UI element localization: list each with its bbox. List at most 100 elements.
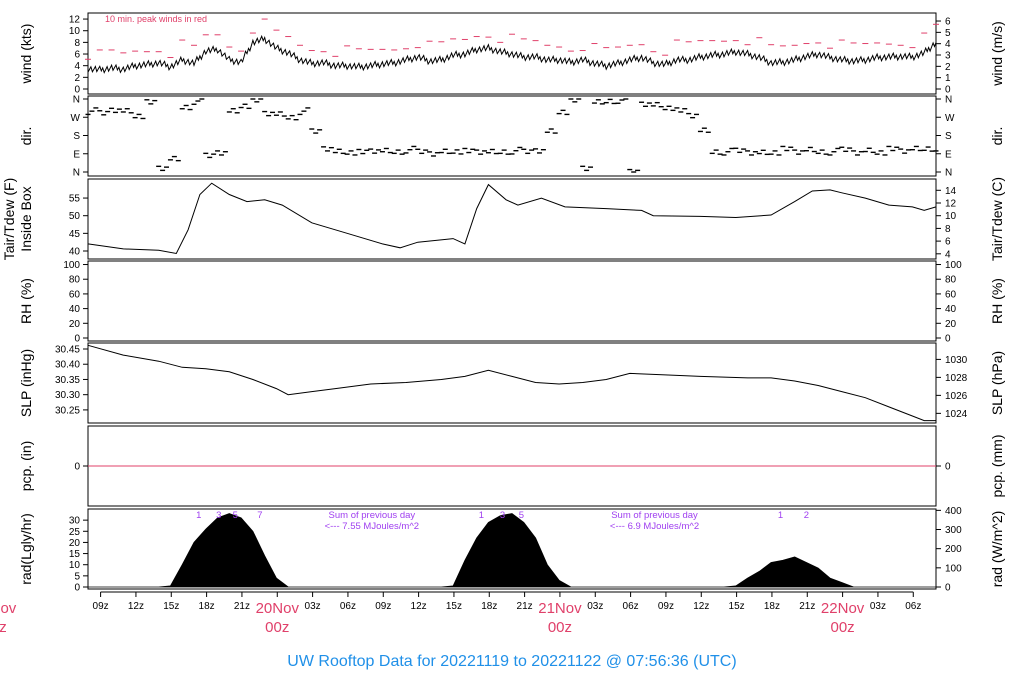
x-tick-label: 15z — [163, 601, 179, 612]
y-axis-title-left: wind (kts) — [18, 24, 34, 85]
y-axis-title-left: rad(Lgly/hr) — [18, 513, 34, 585]
panel-rh: 0 20 40 60 80 100 0 20 40 60 80 100 RH (%) RH (%) — [18, 260, 1005, 344]
radiation-hour-mark: 3 — [500, 510, 505, 521]
y-tick-label-left: 12 — [69, 15, 81, 26]
x-tick-label: 06z — [623, 601, 639, 612]
x-date-label: 21Nov — [538, 600, 582, 617]
y-tick-label-left: 40 — [69, 304, 81, 315]
y-tick-label-right: 300 — [945, 525, 962, 536]
y-tick-label-right: 10 — [945, 211, 957, 222]
x-tick-label: 03z — [870, 601, 886, 612]
x-tick-label: 15z — [729, 601, 745, 612]
radiation-sum-label: Sum of previous day — [611, 510, 698, 521]
y-tick-label-left: 60 — [69, 289, 81, 300]
y-tick-label-left: S — [73, 131, 80, 142]
radiation-area — [87, 513, 937, 588]
y-tick-label-right: S — [945, 131, 952, 142]
y-axis-title-right: rad (W/m^2) — [989, 511, 1005, 588]
y-axis-title-left: dir. — [18, 127, 34, 146]
y-axis-title-right: SLP (hPa) — [989, 351, 1005, 415]
panel-frame — [87, 342, 937, 424]
y-tick-label-right: 4 — [945, 249, 951, 260]
y-axis-title-left: pcp. (in) — [18, 441, 34, 492]
y-tick-label-left: 10 — [69, 26, 81, 37]
radiation-hour-mark: 5 — [519, 510, 524, 521]
x-tick-label: 09z — [93, 601, 109, 612]
y-tick-label-left: 50 — [69, 211, 81, 222]
y-tick-label-right: 14 — [945, 186, 957, 197]
x-date-hour-label: 00z — [0, 619, 7, 636]
x-tick-label: 15z — [446, 601, 462, 612]
panel-frame — [87, 260, 937, 342]
y-tick-label-left: 8 — [74, 38, 80, 49]
y-axis-title-left: RH (%) — [18, 278, 34, 324]
x-tick-label: 06z — [905, 601, 921, 612]
y-tick-label-right: 100 — [945, 260, 962, 271]
y-tick-label-left: 30.35 — [55, 375, 80, 386]
radiation-hour-mark: 5 — [233, 510, 238, 521]
y-tick-label-right: 100 — [945, 563, 962, 574]
y-tick-label-right: W — [945, 113, 955, 124]
y-tick-label-right: 1028 — [945, 373, 968, 384]
y-tick-label-right: 200 — [945, 544, 962, 555]
y-axis-title-right: wind (m/s) — [989, 21, 1005, 87]
y-tick-label-left: 0 — [74, 582, 80, 593]
x-date-hour-label: 00z — [831, 619, 855, 636]
y-axis-title-right: Tair/Tdew (C) — [989, 177, 1005, 261]
y-axis-title-left: Tair/Tdew (F) — [1, 178, 17, 260]
y-tick-label-left: 25 — [69, 527, 81, 538]
y-tick-label-right: 0 — [945, 462, 951, 473]
y-tick-label-left: 0 — [74, 84, 80, 95]
y-tick-label-right: 1024 — [945, 409, 968, 420]
y-tick-label-left: 100 — [63, 260, 80, 271]
y-tick-label-right: 0 — [945, 333, 951, 344]
y-tick-label-left: 0 — [74, 462, 80, 473]
y-tick-label-left: 30 — [69, 516, 81, 527]
y-tick-label-right: 1026 — [945, 391, 968, 402]
y-tick-label-right: 60 — [945, 289, 957, 300]
y-tick-label-left: N — [73, 168, 80, 179]
y-tick-label-right: 12 — [945, 198, 957, 209]
y-tick-label-left: 15 — [69, 549, 81, 560]
x-tick-label: 18z — [481, 601, 497, 612]
y-tick-label-left: 80 — [69, 275, 81, 286]
y-tick-label-left: 45 — [69, 229, 81, 240]
y-tick-label-left: 5 — [74, 571, 80, 582]
y-tick-label-right: 1030 — [945, 355, 968, 366]
y-tick-label-left: 20 — [69, 319, 81, 330]
wind-series-line — [87, 34, 937, 74]
chart-title: UW Rooftop Data for 20221119 to 20221122… — [287, 653, 736, 670]
x-date-hour-label: 00z — [265, 619, 289, 636]
y-tick-label-right: N — [945, 168, 952, 179]
y-tick-label-right: 2 — [945, 62, 951, 73]
wind-annotation: 10 min. peak winds in red — [105, 14, 207, 24]
y-tick-label-left: 20 — [69, 538, 81, 549]
y-tick-label-right: 5 — [945, 28, 951, 39]
y-tick-label-left: 30.40 — [55, 360, 80, 371]
x-tick-label: 18z — [764, 601, 780, 612]
y-tick-label-left: 30.30 — [55, 390, 80, 401]
y-tick-label-right: 1 — [945, 73, 951, 84]
y-tick-label-left: E — [73, 149, 80, 160]
y-tick-label-right: 0 — [945, 84, 951, 95]
x-tick-label: 09z — [658, 601, 674, 612]
x-date-label: 19Nov — [0, 600, 17, 617]
y-tick-label-right: 400 — [945, 506, 962, 517]
y-tick-label-right: 80 — [945, 275, 957, 286]
y-tick-label-right: N — [945, 95, 952, 106]
y-tick-label-right: 3 — [945, 51, 951, 62]
radiation-sum-value: <--- 7.55 MJoules/m^2 — [325, 521, 419, 532]
y-axis-title-left: SLP (inHg) — [18, 349, 34, 417]
y-tick-label-right: E — [945, 149, 952, 160]
y-tick-label-right: 0 — [945, 582, 951, 593]
radiation-hour-mark: 1 — [778, 510, 783, 521]
x-tick-label: 21z — [234, 601, 250, 612]
x-tick-label: 12z — [693, 601, 709, 612]
radiation-sum-value: <--- 6.9 MJoules/m^2 — [610, 521, 699, 532]
radiation-hour-mark: 3 — [216, 510, 221, 521]
radiation-hour-mark: 1 — [479, 510, 484, 521]
x-tick-label: 12z — [128, 601, 144, 612]
x-date-label: 20Nov — [256, 600, 300, 617]
